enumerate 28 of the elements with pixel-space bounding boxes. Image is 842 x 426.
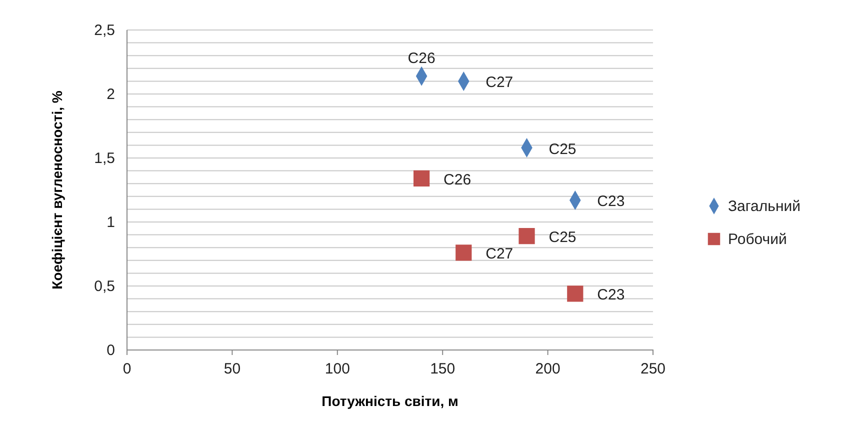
annotation: C26 bbox=[408, 50, 436, 68]
annotation: C27 bbox=[486, 246, 514, 263]
x-tick-label: 0 bbox=[122, 360, 132, 378]
point bbox=[456, 244, 472, 261]
legend-label: Загальний bbox=[728, 198, 800, 215]
annotation: C26 bbox=[444, 171, 472, 188]
y-tick-label: 2,5 bbox=[94, 22, 115, 39]
y-tick-label: 2 bbox=[106, 86, 115, 103]
x-axis-title: Потужність світи, м bbox=[322, 393, 458, 409]
y-tick-label: 1 bbox=[106, 214, 115, 231]
annotation: C25 bbox=[548, 229, 576, 246]
x-tick-label: 50 bbox=[224, 360, 241, 378]
annotation: C27 bbox=[486, 74, 514, 92]
annotation: C25 bbox=[548, 140, 576, 158]
y-tick-label: 1,5 bbox=[94, 150, 115, 167]
x-tick-label: 150 bbox=[430, 360, 456, 378]
text: 0,5 bbox=[94, 278, 115, 295]
point bbox=[518, 228, 535, 244]
x-tick-label: 250 bbox=[640, 360, 666, 378]
point bbox=[414, 170, 430, 187]
x-tick-label: 100 bbox=[324, 360, 350, 378]
x-tick-label: 200 bbox=[535, 360, 560, 378]
y-axis-title: Коефіцієнт вугленосності, % bbox=[49, 90, 65, 290]
point bbox=[567, 286, 584, 302]
y-tick-label: 0 bbox=[106, 342, 115, 359]
annotation: C23 bbox=[597, 193, 625, 210]
legend-label: Робочий bbox=[728, 231, 787, 248]
annotation: C23 bbox=[597, 286, 625, 304]
